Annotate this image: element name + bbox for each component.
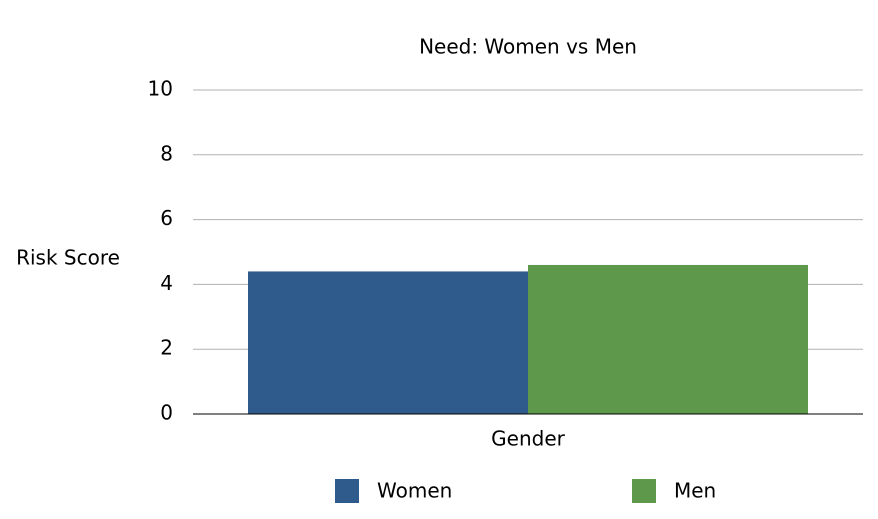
y-tick-label: 10 xyxy=(148,77,173,101)
y-tick-label: 8 xyxy=(160,141,173,165)
bar xyxy=(528,264,808,414)
bar xyxy=(248,271,528,414)
legend-swatch xyxy=(632,479,656,503)
x-tick-label: Gender xyxy=(491,427,565,451)
legend-label: Men xyxy=(674,479,716,503)
y-tick-label: 0 xyxy=(160,401,173,425)
y-tick-label: 6 xyxy=(160,206,173,230)
legend-swatch xyxy=(335,479,359,503)
chart-title: Need: Women vs Men xyxy=(419,35,637,59)
legend-label: Women xyxy=(377,479,452,503)
y-tick-label: 2 xyxy=(160,336,173,360)
y-tick-label: 4 xyxy=(160,271,173,295)
y-axis-label: Risk Score xyxy=(16,246,120,270)
